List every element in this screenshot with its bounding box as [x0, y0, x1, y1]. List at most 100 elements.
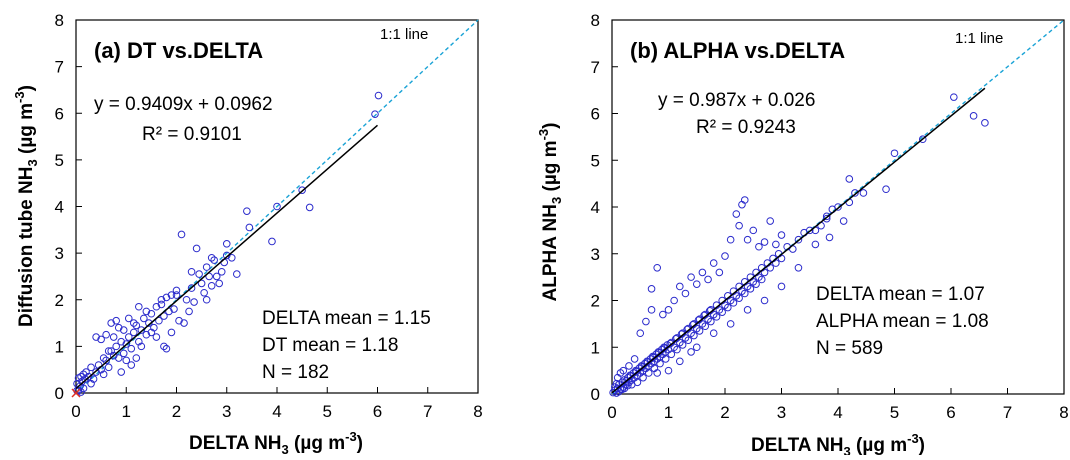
panel-a-ylabel-sup: -3 [12, 91, 27, 103]
panel-a-y-tick-label: 5 [55, 151, 64, 170]
panel-a-data-point [215, 279, 224, 288]
panel-b-x-tick-label: 0 [607, 403, 616, 422]
panel-b-r2: R² = 0.9243 [696, 117, 796, 138]
panel-a-data-point [207, 281, 216, 290]
panel-b-data-point [794, 235, 803, 244]
panel-b-data-point [760, 238, 769, 246]
panel-a-data-point [114, 354, 123, 362]
panel-a-data-point [127, 361, 136, 369]
panel-b-ylabel-sup: -3 [536, 129, 551, 141]
panel-a-data-point [107, 347, 115, 355]
panel-b-ylabel-sub: 3 [549, 197, 564, 204]
panel-a-data-point [117, 368, 126, 376]
panel-a-data-point [197, 279, 206, 288]
panel-b-x-tick-label: 6 [946, 403, 955, 422]
panel-a-ylabel-unit: (µg m [16, 103, 37, 159]
panel-b-stat-n: N = 589 [816, 338, 883, 359]
panel-a-data-point [109, 333, 118, 341]
panel-b-data-point [851, 189, 859, 197]
panel-a-y-tick-label: 4 [55, 198, 64, 217]
panel-a-data-point [122, 340, 131, 348]
panel-a-data-point [122, 356, 131, 365]
panel-b-data-point [822, 212, 831, 221]
panel-a-data-point [104, 363, 113, 372]
panel-a-data-point [273, 202, 281, 211]
panel-a-stat-n: N = 182 [262, 362, 329, 383]
panel-a-data-point [210, 256, 218, 264]
panel-a-data-point [99, 370, 108, 379]
panel-b-data-point [757, 275, 766, 284]
panel-b-data-point [692, 280, 701, 288]
panel-b-data-point [794, 263, 803, 272]
panel-a-data-point [187, 267, 196, 276]
panel-a-data-point [160, 312, 168, 320]
panel-b-data-point [653, 263, 662, 272]
panel-b-data-point [678, 341, 687, 349]
panel-b-data-point [755, 242, 763, 251]
panel-a-y-tick-label: 0 [55, 384, 64, 403]
panel-b-data-point [664, 306, 673, 314]
panel-b-data-point [859, 189, 868, 197]
panel-b-data-point [649, 353, 658, 362]
panel-a-data-point [157, 295, 166, 304]
panel-b-ylabel-unit: (µg m [540, 140, 561, 196]
panel-a-ylabel-sub: 3 [25, 159, 40, 166]
panel-a-data-point [167, 328, 176, 337]
panel-a-data-point [79, 384, 88, 393]
panel-a-r2: R² = 0.9101 [142, 124, 242, 145]
panel-a-y-tick-label: 7 [55, 58, 64, 77]
panel-b-data-point [701, 322, 710, 331]
panel-a-data-point [145, 319, 153, 327]
panel-b-data-point [735, 221, 743, 230]
panel-b-xlabel-end: ) [919, 435, 925, 455]
panel-b-y-axis-label: ALPHA NH3 (µg m-3) [536, 123, 564, 302]
panel-a-data-point [374, 91, 383, 100]
panel-a-y-tick-label: 6 [55, 104, 64, 123]
panel-b-data-point [643, 358, 652, 367]
panel-b-ylabel-end: ) [540, 123, 561, 129]
panel-b-y-tick-label: 6 [591, 105, 600, 124]
panel-a-data-point [127, 344, 136, 353]
panel-a-data-point [112, 316, 120, 325]
panel-a-data-point [107, 319, 115, 327]
panel-a-data-point [92, 333, 100, 341]
panel-b-data-point [743, 235, 752, 244]
panel-b-data-point [647, 306, 656, 314]
panel-a-data-point [119, 349, 128, 358]
panel-a-data-point [190, 298, 198, 306]
panel-b-data-point [766, 217, 775, 225]
panel-a-ylabel-end: ) [16, 85, 37, 91]
panel-a-data-point [172, 291, 181, 299]
panel-b-data-point [673, 345, 681, 354]
panel-a-y-tick-label: 2 [55, 291, 64, 310]
panel-b-data-point [639, 373, 647, 382]
panel-b-data-point [735, 294, 743, 302]
panel-a-data-point [170, 305, 178, 313]
panel-a-data-point [135, 302, 143, 311]
panel-a-data-point [207, 253, 216, 262]
panel-a-data-point [200, 288, 208, 297]
panel-b-data-point [650, 364, 659, 373]
panel-a-data-point [129, 328, 138, 337]
panel-a-data-point [87, 379, 95, 388]
panel-b-data-point [647, 285, 656, 293]
panel-a-data-point [152, 333, 161, 341]
panel-b-data-point [839, 217, 848, 225]
panel-a-data-point [84, 372, 93, 381]
panel-a-data-point [187, 284, 196, 292]
panel-b-data-point [630, 355, 639, 363]
panel-a-stat-delta-mean: DELTA mean = 1.15 [262, 308, 431, 329]
panel-a-data-point [162, 344, 171, 353]
panel-a-data-point [147, 309, 156, 318]
panel-a-y-axis-label: Diffusion tube NH3 (µg m-3) [12, 85, 40, 327]
panel-a-x-tick-label: 7 [423, 402, 432, 421]
panel-a-data-point [114, 323, 123, 332]
panel-a-data-point [117, 337, 126, 346]
panel-a-data-point [233, 270, 241, 278]
panel-b-data-point [918, 135, 927, 144]
panel-b-data-point [845, 175, 854, 183]
panel-a-data-point [167, 291, 176, 299]
panel-b-data-point [609, 388, 617, 397]
panel-b-xlabel-unit: (µg m [851, 435, 907, 455]
